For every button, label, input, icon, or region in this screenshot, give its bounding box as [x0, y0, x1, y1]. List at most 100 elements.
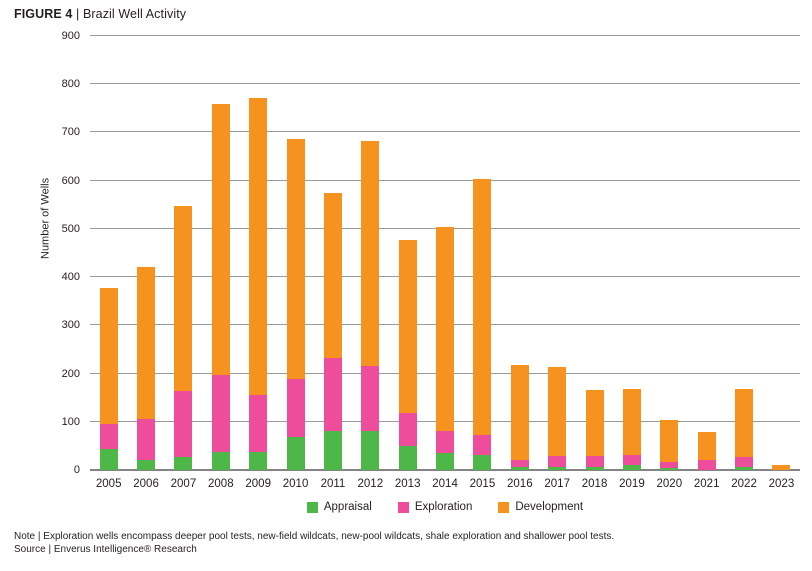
bar-segment-development-2012	[361, 141, 380, 367]
y-tick-label-200: 200	[61, 367, 80, 380]
bar-segment-exploration-2005	[99, 423, 118, 450]
y-tick-label-900: 900	[61, 30, 80, 42]
development-swatch-icon	[498, 501, 510, 513]
bar-segment-development-2005	[99, 287, 118, 424]
bar-segment-appraisal-2015	[473, 454, 492, 470]
bar-group-2018	[576, 36, 613, 470]
x-axis-label-2007: 2007	[170, 478, 197, 490]
bar-segment-appraisal-2006	[137, 460, 156, 470]
x-axis-label-2013: 2013	[394, 478, 421, 490]
bar-group-2020	[651, 36, 688, 470]
bar-stack	[398, 239, 417, 470]
y-tick-label-600: 600	[61, 174, 80, 187]
legend-label: Exploration	[414, 501, 473, 513]
bar-segment-exploration-2018	[585, 456, 604, 468]
bar-segment-development-2022	[735, 389, 754, 458]
chart-title: Brazil Well Activity	[82, 7, 187, 21]
bar-group-2015	[464, 36, 501, 470]
bar-segment-development-2011	[323, 192, 342, 358]
footer: Note | Exploration wells encompass deepe…	[14, 530, 614, 556]
bar-segment-appraisal-2018	[585, 467, 604, 470]
y-tick-label-100: 100	[61, 415, 80, 428]
bar-segment-exploration-2016	[510, 460, 529, 467]
x-axis-label-2015: 2015	[469, 478, 496, 490]
bar-group-2010	[277, 36, 314, 470]
bar-segment-development-2009	[249, 97, 268, 396]
x-axis-label-2017: 2017	[544, 478, 570, 490]
legend-item-exploration: Exploration	[397, 501, 473, 513]
bar-segment-exploration-2019	[622, 454, 641, 465]
bar-segment-appraisal-2010	[286, 436, 305, 470]
gridline-900	[90, 35, 800, 36]
bar-segment-development-2021	[697, 432, 716, 461]
bar-segment-exploration-2008	[211, 374, 230, 452]
x-axis-label-2020: 2020	[656, 478, 683, 490]
bar-group-2021	[688, 36, 725, 470]
bar-group-2006	[127, 36, 164, 470]
legend-item-appraisal: Appraisal	[306, 501, 372, 513]
bar-group-2019	[613, 36, 650, 470]
bar-stack	[772, 465, 791, 470]
bar-segment-exploration-2022	[735, 457, 754, 467]
bar-group-2013	[389, 36, 426, 470]
bar-group-2007	[165, 36, 202, 470]
y-tick-label-400: 400	[61, 271, 80, 284]
legend-label: Appraisal	[323, 501, 372, 513]
bars-layer	[90, 36, 800, 470]
gridline-600	[90, 179, 800, 181]
bar-group-2009	[240, 36, 277, 470]
y-tick-label-0: 0	[73, 464, 80, 476]
bar-stack	[735, 389, 754, 470]
x-axis-label-2021: 2021	[693, 478, 720, 490]
bar-segment-appraisal-2022	[735, 466, 754, 470]
gridline-0	[90, 469, 800, 471]
bar-segment-development-2017	[548, 367, 567, 456]
bar-stack	[99, 287, 118, 470]
y-tick-label-500: 500	[61, 222, 80, 235]
bar-group-2005	[90, 36, 127, 470]
y-tick-label-300: 300	[61, 319, 80, 332]
bar-segment-appraisal-2013	[398, 445, 417, 470]
x-axis-label-2006: 2006	[133, 478, 159, 490]
bar-segment-exploration-2009	[249, 395, 268, 453]
bar-group-2017	[539, 36, 576, 470]
bar-segment-exploration-2012	[361, 366, 380, 432]
bar-segment-appraisal-2017	[548, 467, 567, 470]
bar-segment-appraisal-2008	[211, 451, 230, 470]
legend: Appraisal Exploration Development	[90, 501, 800, 513]
bar-segment-appraisal-2014	[436, 453, 455, 470]
appraisal-swatch-icon	[306, 501, 318, 513]
bar-group-2011	[314, 36, 351, 470]
bar-stack	[585, 390, 604, 470]
bar-segment-appraisal-2009	[249, 452, 268, 470]
legend-label: Development	[515, 501, 584, 513]
bar-segment-appraisal-2016	[510, 466, 529, 470]
bar-segment-exploration-2006	[137, 418, 156, 461]
x-axis-label-2014: 2014	[432, 478, 458, 490]
bar-segment-appraisal-2020	[660, 468, 679, 470]
y-axis-title: Number of Wells	[39, 177, 52, 259]
bar-group-2016	[501, 36, 538, 470]
gridline-800	[90, 83, 800, 85]
bar-segment-development-2010	[286, 139, 305, 380]
bar-group-2012	[352, 36, 389, 470]
bar-segment-development-2007	[174, 205, 193, 392]
bar-segment-exploration-2015	[473, 435, 492, 455]
note-text: Note | Exploration wells encompass deepe…	[14, 531, 615, 542]
figure-label: FIGURE 4	[14, 7, 73, 21]
bar-stack	[137, 267, 156, 470]
bar-segment-development-2013	[398, 239, 417, 414]
title-separator: |	[72, 7, 83, 21]
bar-segment-exploration-2020	[660, 461, 679, 469]
bar-segment-appraisal-2005	[99, 449, 118, 470]
bar-segment-exploration-2021	[697, 460, 716, 470]
bar-stack	[510, 364, 529, 470]
bar-stack	[211, 103, 230, 470]
x-axis-label-2011: 2011	[320, 478, 346, 490]
bar-stack	[361, 141, 380, 470]
x-axis-label-2022: 2022	[731, 478, 757, 490]
x-axis-label-2008: 2008	[208, 478, 234, 490]
x-axis-labels: 2005 2006 2007 2008 2009 2010 2011 2012 2013 2014…	[90, 478, 800, 490]
bar-group-2023	[763, 36, 800, 470]
source-text: Source | Enverus Intelligence® Research	[14, 544, 197, 555]
